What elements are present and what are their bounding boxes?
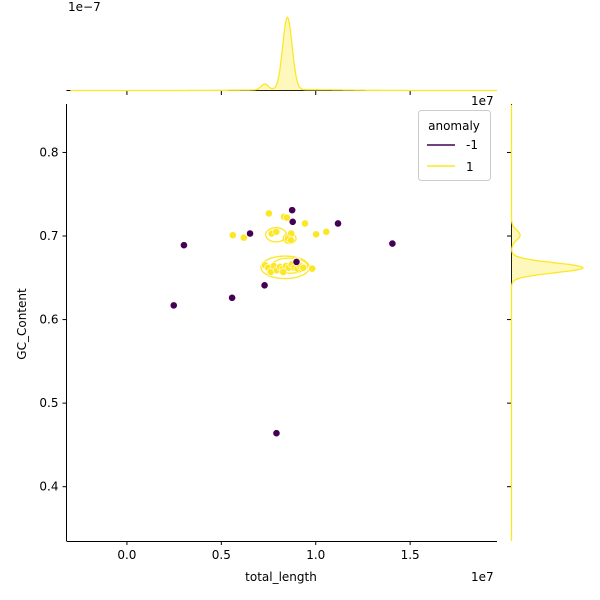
normal-point xyxy=(322,227,331,236)
anomaly-point xyxy=(180,241,188,250)
right-kde-line xyxy=(510,104,585,541)
normal-point xyxy=(228,231,237,240)
y-tick-label: 0.8 xyxy=(39,145,58,159)
y-tick-label: 0.5 xyxy=(39,396,58,410)
y-tick-label: 0.4 xyxy=(39,480,58,494)
x-tick-label: 0.0 xyxy=(117,548,136,562)
normal-point xyxy=(282,213,291,222)
anomaly-point xyxy=(228,293,236,302)
y-ticks: 0.4 0.5 0.6 0.7 0.8 xyxy=(39,145,67,494)
right-marginal-ticks xyxy=(507,151,512,488)
normal-point xyxy=(279,268,288,276)
right-kde-fill xyxy=(511,104,583,542)
normal-point xyxy=(272,227,281,236)
legend: anomaly -1 1 xyxy=(418,110,491,181)
right-marginal-kde xyxy=(507,104,585,542)
normal-point xyxy=(265,209,273,218)
normal-point xyxy=(287,236,295,245)
anomaly-point xyxy=(292,258,301,266)
top-marginal-ticks xyxy=(126,90,411,95)
scatter-points xyxy=(169,206,397,438)
top-kde-fill xyxy=(70,17,498,91)
top-marginal-offset-label: 1e−7 xyxy=(68,0,101,14)
y-tick-label: 0.6 xyxy=(39,313,58,327)
anomaly-point xyxy=(288,206,297,215)
anomaly-point xyxy=(388,239,397,248)
top-marginal-kde xyxy=(66,16,498,95)
x-tick-label: 0.5 xyxy=(212,548,231,562)
legend-label-normal: 1 xyxy=(466,160,474,174)
anomaly-point xyxy=(246,229,254,238)
top-kde-line xyxy=(70,16,497,92)
normal-point xyxy=(299,263,308,272)
normal-point xyxy=(312,230,321,239)
x-axis-label: total_length xyxy=(245,570,317,584)
anomaly-point xyxy=(334,219,342,228)
main-axes: 0.0 0.5 1.0 1.5 0.4 0.5 0.6 0.7 0.8 xyxy=(39,104,497,562)
x-tick-label: 1.0 xyxy=(306,548,325,562)
y-axis-label: GC_Content xyxy=(15,288,29,360)
x-offset-label: 1e7 xyxy=(471,570,494,584)
y-tick-label: 0.7 xyxy=(39,229,58,243)
normal-point xyxy=(308,264,317,273)
y-offset-label: 1e7 xyxy=(471,94,494,108)
anomaly-point xyxy=(288,217,297,226)
anomaly-point xyxy=(260,281,269,290)
anomaly-point xyxy=(272,429,281,438)
x-ticks: 0.0 0.5 1.0 1.5 xyxy=(117,541,420,562)
legend-label-neg: -1 xyxy=(466,138,478,152)
legend-title: anomaly xyxy=(428,119,480,133)
x-tick-label: 1.5 xyxy=(401,548,420,562)
normal-point xyxy=(239,233,248,242)
normal-point xyxy=(301,219,309,228)
anomaly-point xyxy=(169,301,178,310)
